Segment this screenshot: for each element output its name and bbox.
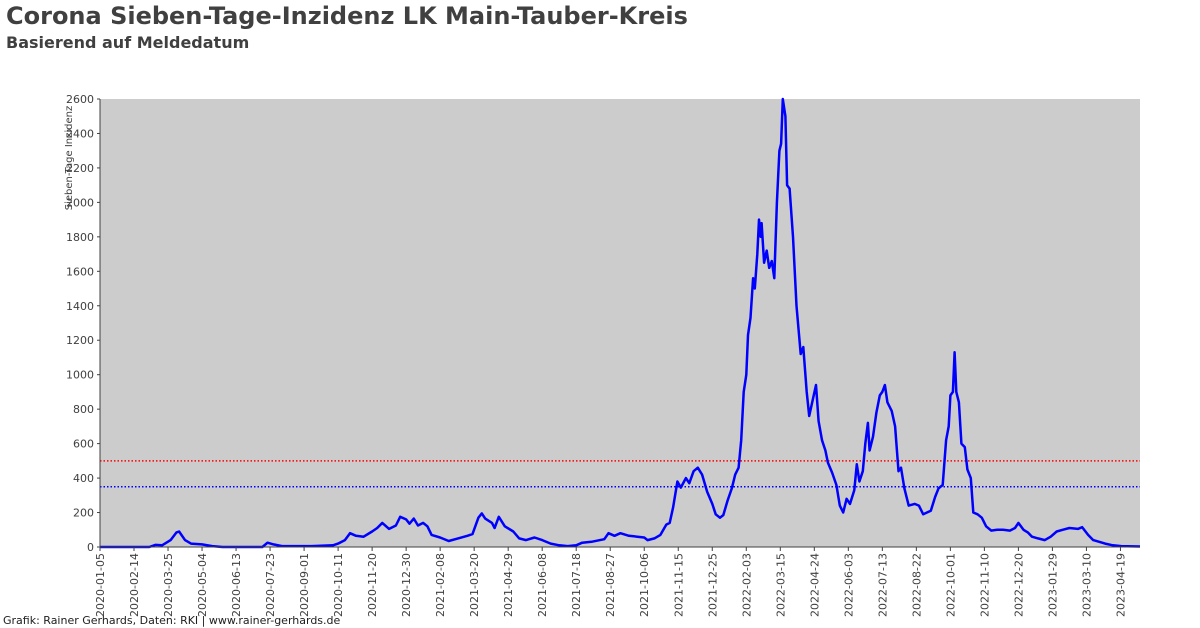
x-tick-label: 2022-02-03: [740, 553, 753, 617]
y-tick-label: 2000: [66, 196, 94, 209]
x-tick-label: 2021-03-20: [468, 553, 481, 617]
x-tick-label: 2020-03-25: [162, 553, 175, 617]
y-tick-label: 2400: [66, 127, 94, 140]
footer-credit: Grafik: Rainer Gerhards, Daten: RKI | ww…: [3, 614, 341, 627]
y-axis-label: Sieben-Tage Inzidenz: [64, 106, 75, 210]
x-tick-label: 2022-10-01: [944, 553, 957, 617]
y-tick-label: 1800: [66, 231, 94, 244]
y-tick-label: 600: [73, 438, 94, 451]
x-tick-label: 2020-07-23: [264, 553, 277, 617]
x-tick-label: 2021-02-08: [434, 553, 447, 617]
x-tick-label: 2020-05-04: [196, 553, 209, 617]
x-tick-label: 2021-06-08: [536, 553, 549, 617]
x-tick-label: 2023-03-10: [1080, 553, 1093, 617]
plot-area: [100, 99, 1140, 547]
y-tick-label: 200: [73, 507, 94, 520]
y-tick-label: 1600: [66, 265, 94, 278]
chart-title: Corona Sieben-Tage-Inzidenz LK Main-Taub…: [6, 2, 688, 30]
x-tick-label: 2021-07-18: [570, 553, 583, 617]
chart-subtitle: Basierend auf Meldedatum: [6, 33, 250, 52]
x-tick-label: 2022-08-22: [910, 553, 923, 617]
x-tick-label: 2022-11-10: [978, 553, 991, 617]
x-tick-label: 2020-02-14: [128, 553, 141, 617]
y-tick-label: 2200: [66, 162, 94, 175]
x-tick-label: 2020-06-13: [230, 553, 243, 617]
x-tick-label: 2022-07-13: [876, 553, 889, 617]
x-tick-label: 2020-01-05: [94, 553, 107, 617]
x-tick-label: 2021-08-27: [604, 553, 617, 617]
y-tick-label: 800: [73, 403, 94, 416]
y-tick-label: 400: [73, 472, 94, 485]
x-tick-label: 2021-11-15: [672, 553, 685, 617]
y-tick-label: 1000: [66, 369, 94, 382]
y-tick-label: 1200: [66, 334, 94, 347]
x-tick-label: 2022-04-24: [808, 553, 821, 617]
x-tick-label: 2021-04-29: [502, 553, 515, 617]
y-tick-label: 0: [87, 541, 94, 554]
y-tick-label: 2600: [66, 93, 94, 106]
x-tick-label: 2021-10-06: [638, 553, 651, 617]
x-tick-label: 2021-12-25: [706, 553, 719, 617]
x-tick-label: 2022-03-15: [774, 553, 787, 617]
y-tick-label: 1400: [66, 300, 94, 313]
x-tick-label: 2023-01-29: [1046, 553, 1059, 617]
series-line: [100, 97, 1141, 549]
x-tick-label: 2022-06-03: [842, 553, 855, 617]
x-tick-label: 2020-10-11: [332, 553, 345, 617]
x-tick-label: 2020-11-20: [366, 553, 379, 617]
axes: 0 200 400 600 800 1000 1200 1400 1600 1800 2000 220…: [66, 93, 1140, 617]
x-tick-label: 2020-09-01: [298, 553, 311, 617]
x-tick-label: 2023-04-19: [1114, 553, 1127, 617]
x-tick-label: 2022-12-20: [1012, 553, 1025, 617]
x-tick-label: 2020-12-30: [400, 553, 413, 617]
